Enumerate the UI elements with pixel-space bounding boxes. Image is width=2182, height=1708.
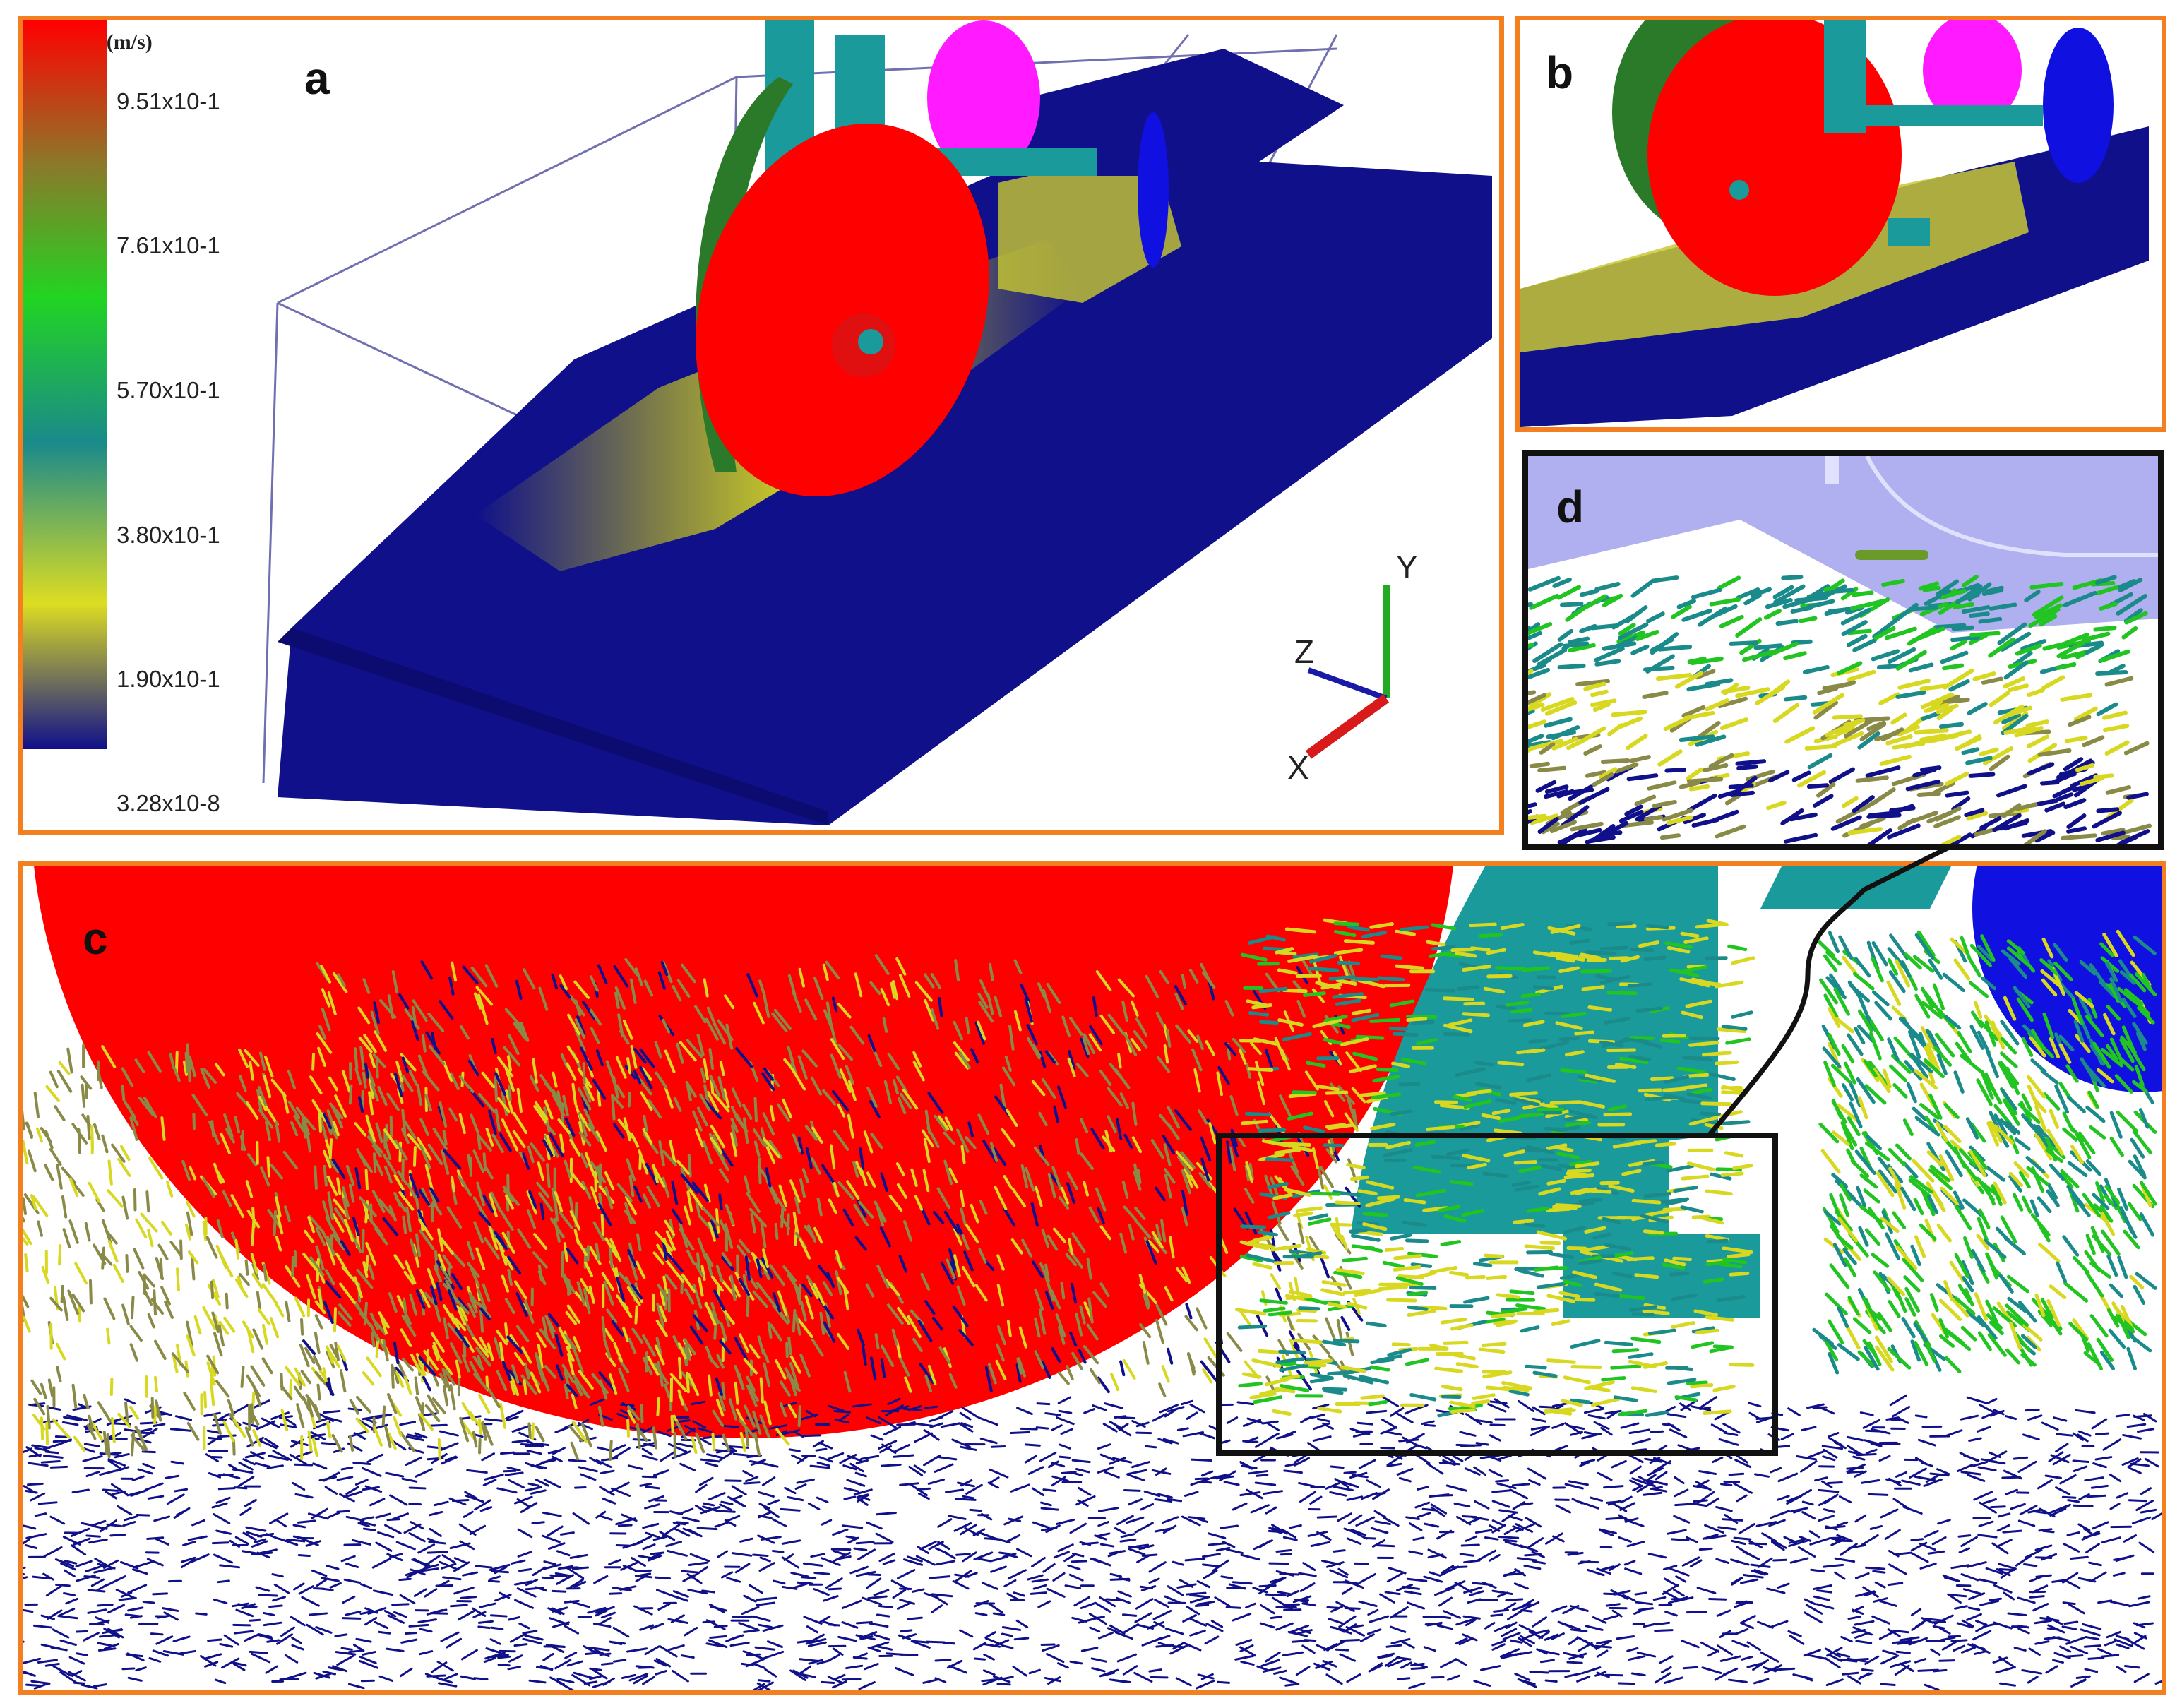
velocity-colorbar bbox=[23, 20, 107, 749]
legend-tick-4: 3.80x10-1 bbox=[117, 522, 220, 548]
legend-tick-5: 1.90x10-1 bbox=[117, 666, 220, 692]
axis-triad: Y Z X bbox=[1287, 549, 1418, 786]
x-axis-arrow bbox=[1305, 694, 1390, 759]
y-axis-label: Y bbox=[1396, 549, 1418, 585]
legend-tick-1: 9.51x10-1 bbox=[117, 88, 220, 114]
panel-b: b bbox=[1515, 16, 2166, 432]
legend-tick-6: 3.28x10-8 bbox=[117, 790, 220, 816]
z-axis-label: Z bbox=[1294, 633, 1314, 670]
panel-a-simulation: Y Z X bbox=[262, 20, 1492, 825]
panel-a-label: a bbox=[304, 53, 330, 104]
panel-a: Y Z X Velocity (m/s) 9.51x10-1 7.61x10-1… bbox=[18, 16, 1504, 835]
panel-c-label: c bbox=[83, 913, 108, 964]
disc-opener-assembly bbox=[696, 20, 1169, 497]
legend-tick-3: 5.70x10-1 bbox=[117, 377, 220, 403]
panel-c-velocity-vectors bbox=[23, 866, 2162, 1690]
legend-tick-2: 7.61x10-1 bbox=[117, 232, 220, 258]
panel-d: d bbox=[1522, 450, 2164, 850]
panel-b-label: b bbox=[1546, 47, 1574, 98]
vector-field-zoom bbox=[1528, 550, 2152, 844]
panel-d-zoom-vectors bbox=[1528, 456, 2158, 844]
panel-c: c bbox=[18, 861, 2166, 1695]
panel-d-label: d bbox=[1556, 482, 1585, 532]
z-axis-arrow bbox=[1307, 667, 1388, 701]
x-axis-label: X bbox=[1287, 749, 1309, 786]
panel-b-simulation bbox=[1520, 20, 2149, 427]
